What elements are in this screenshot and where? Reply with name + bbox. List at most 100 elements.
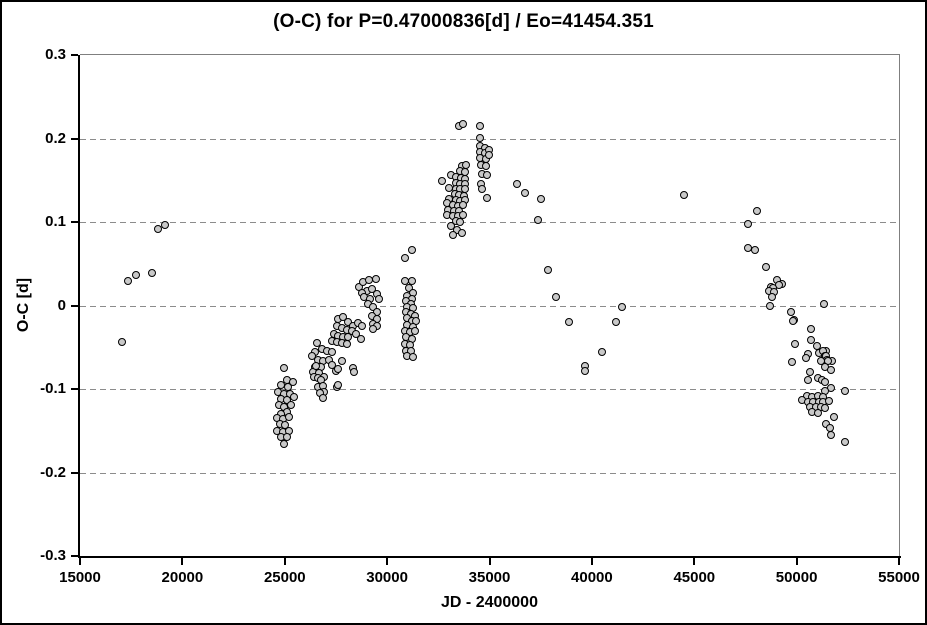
data-point (369, 324, 378, 333)
y-axis-title: O-C [d] (15, 277, 32, 333)
data-point (457, 228, 466, 237)
y-tick (71, 555, 78, 557)
data-point (751, 245, 760, 254)
y-tick (71, 54, 78, 56)
y-tick (71, 471, 78, 474)
data-point (520, 188, 529, 197)
data-point (537, 194, 546, 203)
data-point (580, 366, 589, 375)
data-point (319, 394, 327, 403)
y-tick-label: 0.2 (45, 129, 66, 147)
x-tick (693, 558, 696, 565)
y-tick (71, 137, 78, 140)
y-tick (71, 388, 78, 390)
data-point (788, 317, 797, 326)
x-tick (181, 558, 184, 565)
data-point (821, 404, 830, 413)
data-point (552, 293, 560, 302)
y-tick-label: 0.3 (45, 46, 66, 63)
data-point (287, 400, 296, 409)
data-point (612, 318, 620, 327)
data-point (374, 294, 383, 303)
x-tick (79, 558, 81, 565)
y-tick (71, 221, 78, 223)
data-point (327, 348, 336, 357)
x-tick-label: 25000 (263, 569, 306, 586)
y-tick-label: -0.3 (40, 547, 66, 564)
data-point (821, 378, 830, 387)
y-tick-label: 0 (57, 296, 66, 314)
data-point (840, 437, 849, 446)
data-point (477, 185, 486, 194)
data-point (827, 365, 835, 374)
data-point (820, 299, 829, 308)
data-point (813, 409, 822, 418)
x-tick-label: 55000 (878, 569, 920, 586)
data-point (597, 348, 606, 357)
x-axis-line (78, 556, 901, 558)
data-point (458, 119, 467, 128)
x-tick (898, 558, 900, 565)
data-point (752, 207, 761, 216)
gridline-y-0 (80, 305, 899, 307)
x-tick-label: 45000 (673, 569, 716, 586)
gridline-y--0.1 (80, 389, 899, 390)
x-tick-label: 50000 (775, 569, 818, 586)
data-point (513, 179, 522, 188)
data-point (339, 313, 348, 322)
data-point (482, 162, 490, 171)
data-point (475, 133, 484, 142)
data-point (680, 191, 688, 200)
data-point (411, 327, 419, 336)
data-point (483, 193, 492, 202)
data-point (407, 245, 416, 254)
data-point (806, 335, 815, 344)
data-point (357, 334, 366, 343)
x-tick-label: 20000 (161, 569, 204, 586)
data-point (312, 339, 321, 348)
data-point (437, 177, 446, 186)
x-tick (386, 558, 389, 565)
data-point (485, 151, 494, 160)
data-point (408, 353, 417, 362)
data-point (289, 393, 298, 402)
y-tick-label: 0.1 (45, 213, 66, 230)
data-point (744, 219, 753, 228)
data-point (565, 318, 574, 327)
data-point (791, 339, 799, 348)
data-point (333, 380, 342, 389)
data-point (801, 354, 810, 363)
plot-area: 15000 20000 25000 30000 35000 40000 45000 50000… (40, 46, 920, 586)
data-point (483, 171, 492, 180)
x-tick-label: 15000 (59, 569, 101, 586)
data-point (448, 231, 457, 240)
gridline-y-0.2 (80, 138, 899, 140)
data-point (279, 440, 288, 449)
data-point (132, 270, 141, 279)
x-tick-label: 40000 (571, 569, 613, 586)
data-point (806, 324, 815, 333)
data-point (762, 263, 771, 272)
data-point (367, 284, 376, 293)
x-tick-label: 30000 (366, 569, 408, 586)
data-point (343, 339, 352, 348)
data-point (124, 276, 133, 285)
data-point (787, 308, 796, 317)
y-tick (71, 304, 78, 307)
data-point (476, 122, 485, 130)
y-tick-label: -0.2 (40, 463, 66, 481)
data-point (117, 338, 126, 347)
data-point (154, 224, 163, 233)
data-point (827, 430, 835, 439)
data-point (371, 274, 380, 283)
data-point (351, 329, 360, 338)
y-axis-line (78, 55, 80, 558)
data-point (459, 201, 468, 210)
gridline-y--0.2 (80, 472, 899, 474)
data-point (161, 221, 169, 230)
data-point (147, 268, 156, 277)
chart-title: (O-C) for P=0.47000836[d] / Eo=41454.351 (273, 11, 654, 32)
data-point (357, 321, 366, 330)
data-point (284, 413, 293, 422)
